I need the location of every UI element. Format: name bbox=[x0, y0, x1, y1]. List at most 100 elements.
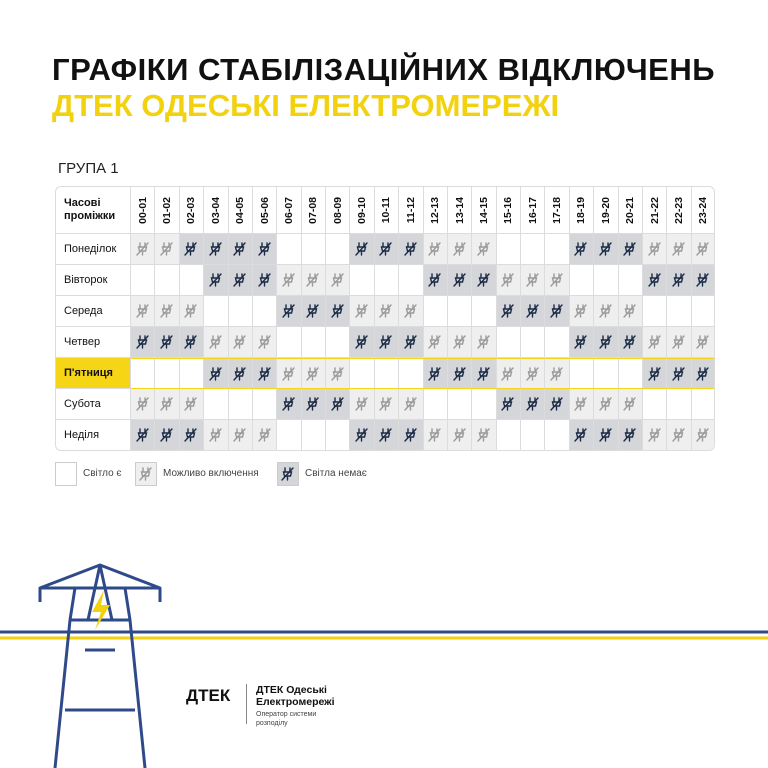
hour-header: 22-23 bbox=[667, 187, 692, 234]
icon bbox=[160, 397, 173, 411]
hour-header: 11-12 bbox=[399, 187, 424, 234]
slot-cell bbox=[667, 234, 692, 265]
legend-swatch bbox=[135, 462, 157, 486]
slot-cell bbox=[350, 420, 375, 450]
icon bbox=[282, 304, 295, 318]
hour-header: 00-01 bbox=[131, 187, 156, 234]
slot-cell bbox=[399, 358, 424, 389]
slot-cell bbox=[326, 420, 351, 450]
icon bbox=[135, 304, 149, 318]
hour-label: 05-06 bbox=[258, 196, 271, 224]
logo: ДТЕК bbox=[186, 686, 231, 705]
slot-cell bbox=[301, 265, 326, 296]
icon bbox=[160, 335, 173, 349]
icon bbox=[233, 335, 246, 349]
hour-label: 16-17 bbox=[526, 196, 539, 224]
slot-cell bbox=[496, 296, 521, 327]
slot-cell bbox=[594, 327, 619, 358]
icon bbox=[355, 397, 368, 411]
slot-cell bbox=[131, 389, 156, 420]
icon bbox=[696, 428, 710, 442]
hour-label: 21-22 bbox=[648, 196, 661, 224]
hour-header: 04-05 bbox=[228, 187, 253, 234]
slot-cell bbox=[594, 296, 619, 327]
slot-cell bbox=[374, 420, 400, 450]
icon bbox=[139, 467, 152, 481]
hour-label: 15-16 bbox=[502, 196, 515, 224]
icon bbox=[257, 273, 271, 287]
slot-cell bbox=[179, 420, 205, 450]
icon bbox=[379, 304, 393, 318]
icon bbox=[477, 428, 490, 442]
slot-cell bbox=[399, 389, 424, 420]
slot-cell bbox=[472, 327, 497, 358]
slot-cell bbox=[521, 389, 546, 420]
slot-cell bbox=[374, 389, 400, 420]
slot-cell bbox=[155, 265, 180, 296]
slot-cell bbox=[667, 327, 692, 358]
hour-header: 07-08 bbox=[301, 187, 326, 234]
slot-cell bbox=[447, 234, 473, 265]
icon bbox=[477, 273, 490, 287]
hour-label: 02-03 bbox=[185, 196, 198, 224]
icon bbox=[452, 428, 466, 442]
slot-cell bbox=[545, 389, 570, 420]
slot-cell bbox=[277, 420, 302, 450]
icon bbox=[209, 335, 222, 349]
slot-cell bbox=[399, 296, 424, 327]
slot-cell bbox=[642, 234, 668, 265]
icon bbox=[257, 335, 271, 349]
icon bbox=[282, 397, 295, 411]
icon bbox=[135, 242, 149, 256]
slot-cell bbox=[179, 327, 205, 358]
icon bbox=[550, 273, 563, 287]
icon bbox=[452, 366, 466, 381]
slot-cell bbox=[228, 327, 253, 358]
icon bbox=[306, 304, 320, 318]
slot-cell bbox=[277, 389, 302, 420]
slot-cell bbox=[496, 265, 521, 296]
hour-label: 13-14 bbox=[453, 196, 466, 224]
icon bbox=[306, 366, 320, 381]
icon bbox=[501, 366, 515, 381]
slot-cell bbox=[642, 389, 668, 420]
slot-cell bbox=[569, 327, 595, 358]
day-label: Середа bbox=[56, 296, 131, 327]
icon bbox=[135, 397, 149, 411]
slot-cell bbox=[496, 327, 521, 358]
slot-cell bbox=[277, 234, 302, 265]
slot-cell bbox=[667, 265, 692, 296]
icon bbox=[623, 428, 636, 442]
icon bbox=[672, 273, 685, 287]
icon bbox=[404, 397, 417, 411]
icon bbox=[184, 242, 198, 256]
corner-label: Часові проміжки bbox=[56, 187, 131, 234]
icon bbox=[550, 304, 563, 318]
icon bbox=[355, 242, 368, 256]
day-label: П'ятниця bbox=[56, 358, 131, 389]
slot-cell bbox=[545, 420, 570, 450]
slot-cell bbox=[691, 234, 714, 265]
icon bbox=[525, 397, 539, 411]
slot-cell bbox=[155, 234, 180, 265]
icon bbox=[282, 273, 295, 287]
hour-header: 03-04 bbox=[204, 187, 229, 234]
hour-header: 01-02 bbox=[155, 187, 180, 234]
slot-cell bbox=[618, 389, 643, 420]
hour-label: 04-05 bbox=[234, 196, 247, 224]
slot-cell bbox=[642, 358, 668, 389]
hour-label: 09-10 bbox=[356, 196, 369, 224]
icon bbox=[404, 304, 417, 318]
slot-cell bbox=[521, 327, 546, 358]
hour-label: 12-13 bbox=[429, 196, 442, 224]
icon bbox=[525, 273, 539, 287]
icon bbox=[404, 428, 417, 442]
day-label: Понеділок bbox=[56, 234, 131, 265]
slot-cell bbox=[399, 420, 424, 450]
slot-cell bbox=[228, 265, 253, 296]
company-tagline: Оператор системи розподілу bbox=[256, 711, 317, 727]
hour-header: 09-10 bbox=[350, 187, 375, 234]
hour-label: 07-08 bbox=[307, 196, 320, 224]
icon bbox=[160, 428, 173, 442]
hour-header: 12-13 bbox=[423, 187, 448, 234]
